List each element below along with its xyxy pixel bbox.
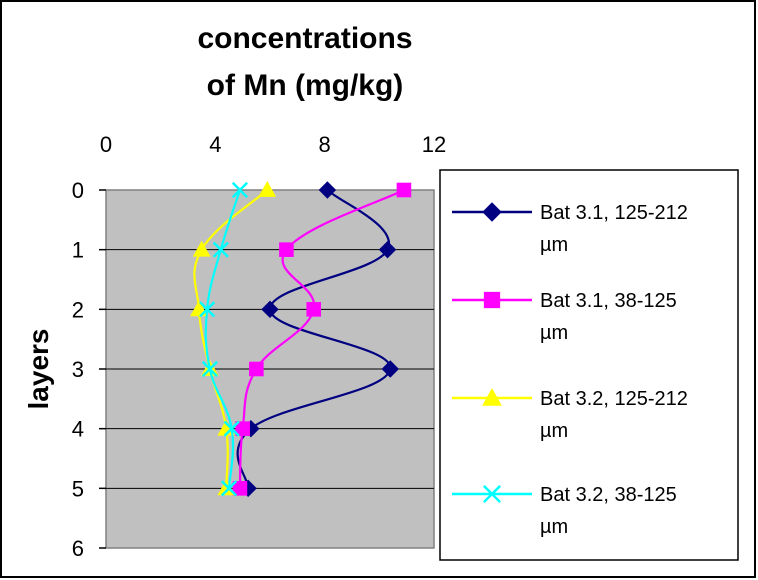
legend-marker [483, 291, 501, 309]
data-point [199, 301, 216, 318]
legend-item-3: Bat 3.2, 125-212 µm [452, 387, 688, 442]
legend-marker [482, 387, 502, 406]
x-tick-label: 8 [319, 132, 331, 157]
y-tick-label: 6 [72, 536, 84, 561]
legend-marker [483, 485, 501, 503]
legend-label: µm [540, 516, 568, 538]
legend-label: µm [540, 322, 568, 344]
y-tick-label: 4 [72, 417, 84, 442]
legend-label: Bat 3.1, 38-125 [540, 290, 677, 312]
x-axis-ticks: 0 4 8 12 [100, 132, 446, 157]
series-group [190, 180, 412, 498]
data-point [378, 240, 397, 259]
series-2 [232, 182, 412, 496]
data-point [212, 241, 229, 258]
data-point [318, 181, 337, 199]
data-point [279, 242, 294, 257]
y-axis-ticks: 0 1 2 3 4 5 6 [72, 178, 106, 561]
chart-title-line-2: of Mn (mg/kg) [207, 69, 404, 102]
data-point [201, 360, 218, 378]
legend-label: Bat 3.2, 125-212 [540, 388, 688, 410]
x-tick-label: 12 [422, 132, 446, 157]
y-tick-label: 0 [72, 178, 84, 203]
legend-label: Bat 3.2, 38-125 [540, 484, 677, 506]
y-axis-label: layers [23, 329, 54, 410]
series-4 [199, 181, 249, 497]
data-point [220, 480, 238, 497]
x-tick-label: 4 [209, 132, 221, 157]
data-point [235, 421, 250, 436]
data-point [306, 302, 322, 317]
y-tick-label: 5 [72, 476, 84, 501]
legend-item-4: Bat 3.2, 38-125 µm [452, 484, 677, 538]
legend-item-2: Bat 3.1, 38-125 µm [452, 290, 677, 344]
data-point [258, 180, 277, 197]
data-point [381, 360, 399, 378]
data-point [223, 420, 240, 437]
legend-label: µm [540, 420, 568, 442]
data-point [232, 481, 248, 496]
data-point [249, 361, 264, 377]
data-point [261, 300, 279, 319]
data-point [192, 240, 211, 257]
legend-marker [482, 202, 502, 222]
y-tick-label: 3 [72, 357, 84, 382]
series-1 [236, 181, 399, 498]
data-point [396, 182, 412, 198]
legend-label: Bat 3.1, 125-212 [540, 202, 688, 224]
series-line [204, 189, 241, 489]
legend-label: µm [540, 234, 568, 256]
chart-title-line-1: concentrations [197, 22, 412, 55]
x-tick-label: 0 [100, 132, 112, 157]
data-point [231, 181, 249, 199]
y-tick-label: 2 [72, 297, 84, 322]
legend-item-1: Bat 3.1, 125-212 µm [452, 202, 688, 256]
y-tick-label: 1 [72, 238, 84, 263]
